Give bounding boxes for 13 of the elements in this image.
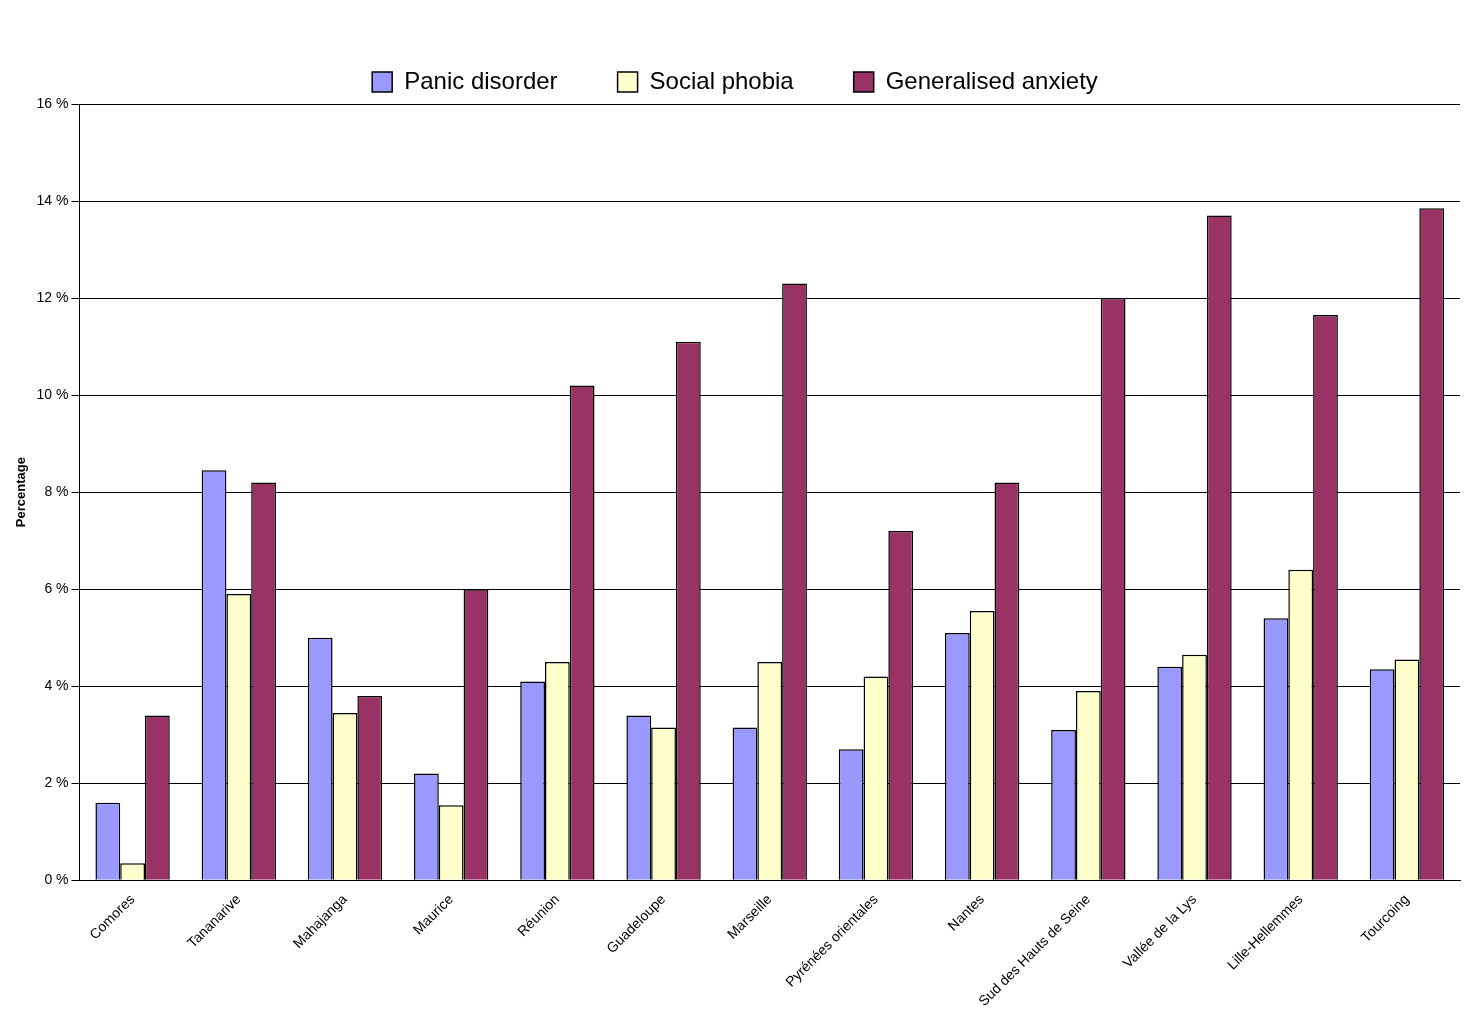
y-tick-label: 2 %	[44, 774, 69, 791]
y-tick-label: 14 %	[36, 191, 69, 208]
legend-label: Social phobia	[649, 66, 795, 94]
y-tick-label: 12 %	[36, 288, 69, 305]
y-tick-label: 0 %	[44, 871, 69, 888]
y-tick-label: 8 %	[44, 483, 69, 500]
y-tick-label: 4 %	[44, 677, 69, 694]
y-axis-title: Percentage	[13, 457, 29, 528]
legend-label: Generalised anxiety	[885, 66, 1098, 94]
legend-label: Panic disorder	[404, 66, 558, 94]
y-tick-label: 16 %	[36, 94, 69, 111]
y-tick-label: 6 %	[44, 580, 69, 597]
y-tick-label: 10 %	[36, 385, 69, 402]
